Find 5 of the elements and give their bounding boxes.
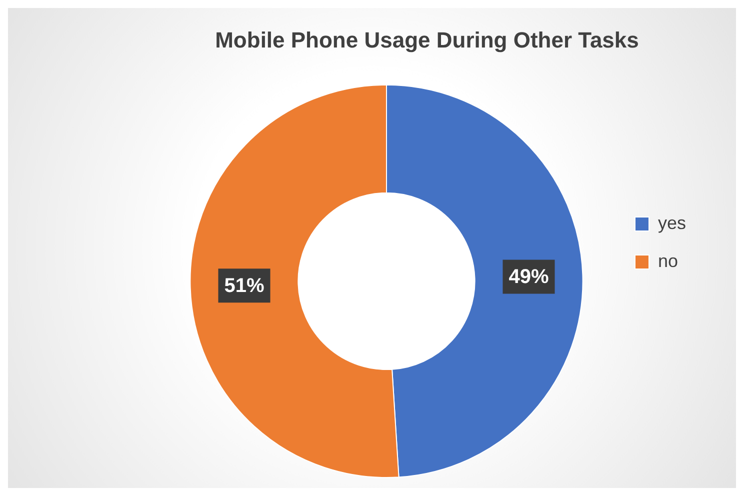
chart-title: Mobile Phone Usage During Other Tasks	[215, 27, 639, 52]
legend-label: no	[658, 250, 678, 271]
data-label: 51%	[224, 275, 264, 298]
legend-label: yes	[658, 212, 686, 233]
data-label: 49%	[508, 266, 549, 288]
